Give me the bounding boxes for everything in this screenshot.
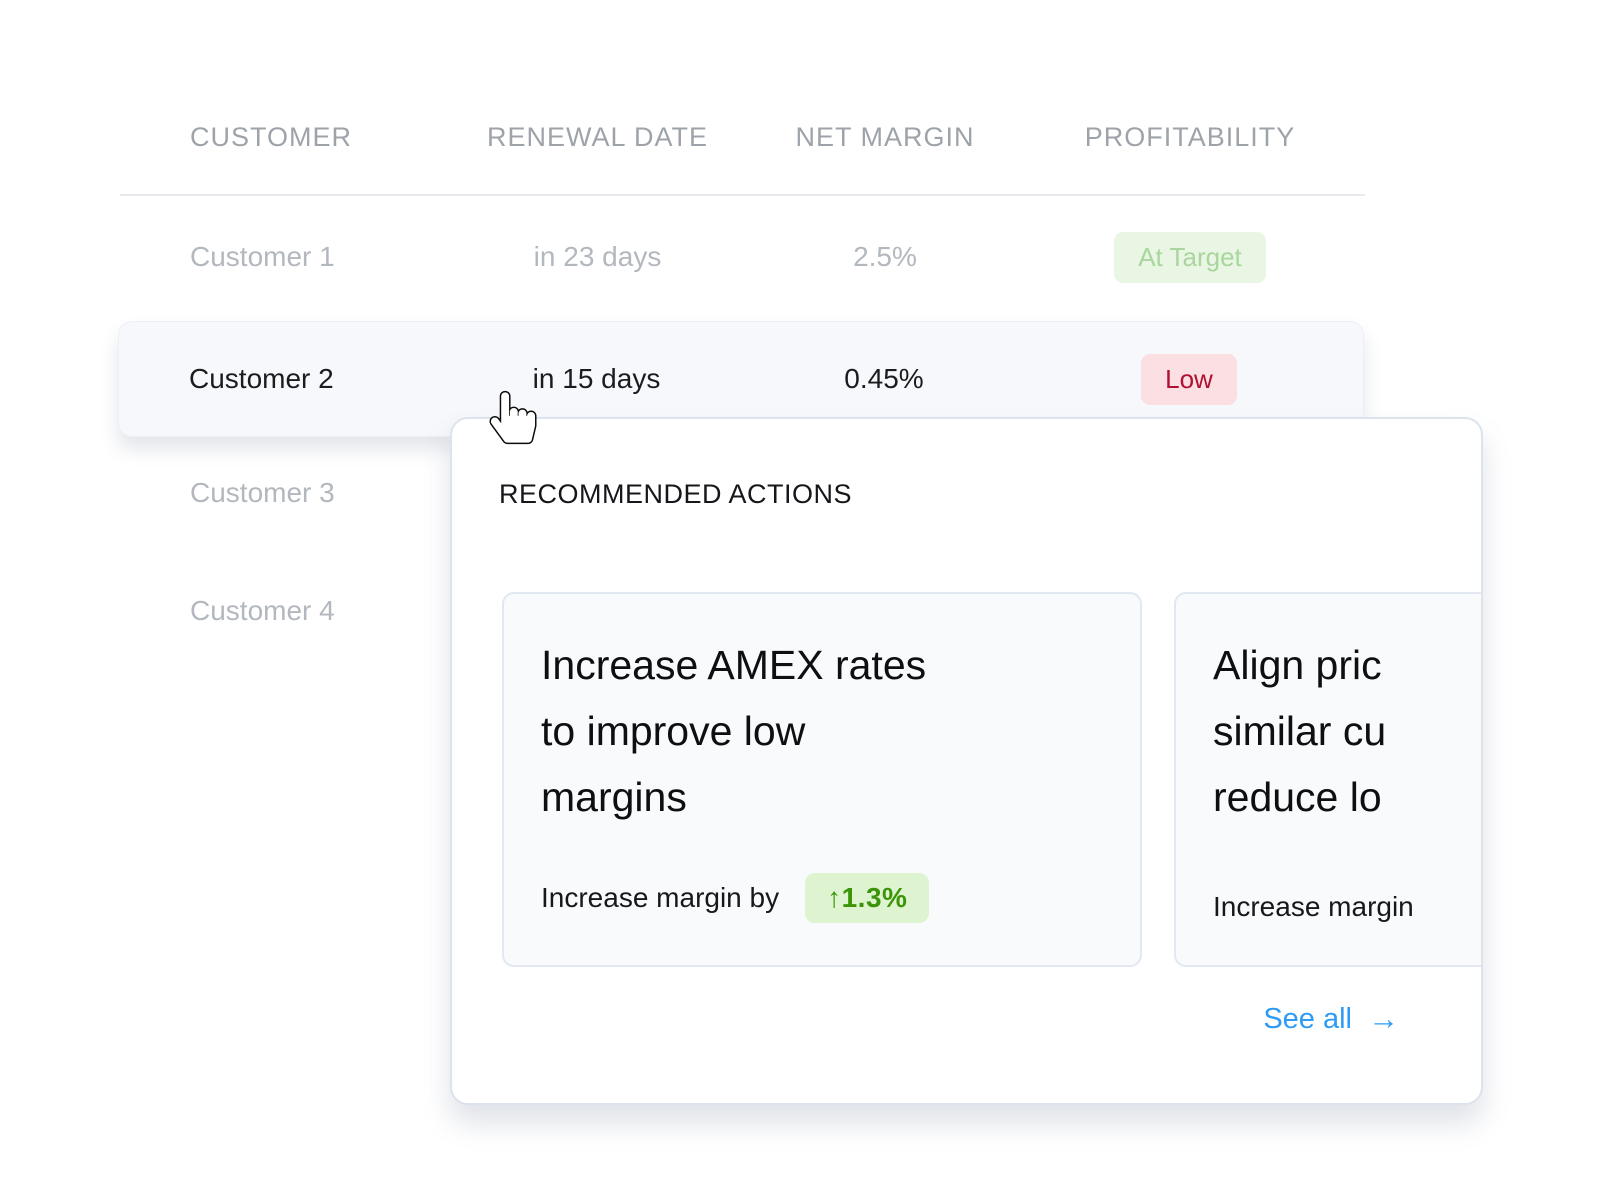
- action-card-title: Align pric similar cu reduce lo: [1213, 642, 1387, 820]
- renewal-date: in 15 days: [532, 363, 661, 394]
- margin-increase-badge: ↑1.3%: [805, 873, 930, 923]
- net-margin: 2.5%: [853, 241, 917, 272]
- table-header: CUSTOMER RENEWAL DATE NET MARGIN PROFITA…: [120, 112, 1365, 162]
- margin-impact-label: Increase margin: [1213, 891, 1414, 922]
- table-row-customer-4[interactable]: Customer 4: [120, 552, 1365, 670]
- column-header-customer: CUSTOMER: [190, 121, 353, 152]
- renewal-date: in 23 days: [533, 241, 662, 272]
- column-header-profitability: PROFITABILITY: [1084, 121, 1296, 152]
- customer-name: Customer 4: [190, 595, 335, 626]
- customer-name: Customer 2: [189, 363, 334, 394]
- popover-title: RECOMMENDED ACTIONS: [499, 479, 853, 509]
- action-card-increase-amex-rates[interactable]: Increase AMEX rates to improve low margi…: [502, 592, 1142, 967]
- see-all-label: See all: [1263, 1002, 1352, 1035]
- table-header-divider: [120, 194, 1365, 196]
- customer-name: Customer 3: [190, 477, 335, 508]
- see-all-link[interactable]: See all →: [1263, 1001, 1399, 1037]
- status-badge-at-target: At Target: [1114, 231, 1266, 283]
- table-row-customer-1[interactable]: Customer 1 in 23 days 2.5% At Target: [120, 198, 1365, 316]
- column-header-net-margin: NET MARGIN: [795, 121, 975, 152]
- status-badge-low: Low: [1141, 353, 1237, 405]
- action-card-align-pricing[interactable]: Align pric similar cu reduce lo Increase…: [1174, 592, 1481, 967]
- customer-name: Customer 1: [190, 241, 335, 272]
- table-row-customer-3[interactable]: Customer 3: [120, 434, 1365, 552]
- column-header-renewal-date: RENEWAL DATE: [486, 121, 709, 152]
- recommended-actions-popover: RECOMMENDED ACTIONS Increase AMEX rates …: [450, 417, 1483, 1105]
- pointer-cursor-icon: [489, 390, 537, 445]
- margin-impact-label: Increase margin by: [541, 882, 780, 913]
- arrow-right-icon: →: [1368, 1001, 1399, 1036]
- net-margin: 0.45%: [844, 363, 924, 394]
- action-card-title: Increase AMEX rates to improve low margi…: [541, 642, 927, 820]
